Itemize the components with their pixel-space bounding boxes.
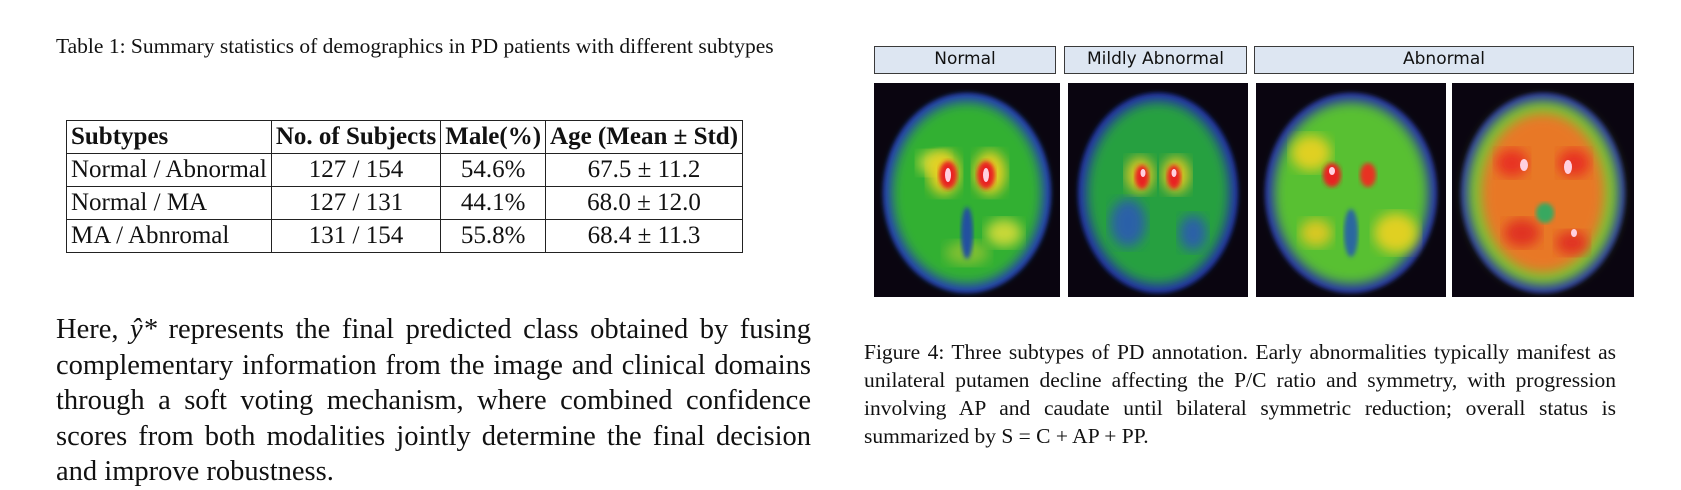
cell-subjects: 131 / 154 xyxy=(270,219,442,253)
body-text: represents the final predicted class obt… xyxy=(56,314,812,487)
table-row: MA / Abnromal 131 / 154 55.8% 68.4 ± 11.… xyxy=(66,219,744,253)
table-row: Normal / Abnormal 127 / 154 54.6% 67.5 ±… xyxy=(66,153,744,187)
brain-scan-mildly-abnormal xyxy=(1068,83,1248,297)
table-caption: Table 1: Summary statistics of demograph… xyxy=(56,34,774,58)
header-age: Age (Mean ± Std) xyxy=(545,120,744,154)
cell-male: 54.6% xyxy=(440,153,547,187)
math-y-hat-star: ŷ* xyxy=(130,314,157,345)
header-male-pct: Male(%) xyxy=(440,120,547,154)
table-header-row: Subtypes No. of Subjects Male(%) Age (Me… xyxy=(66,120,744,154)
header-subtypes: Subtypes xyxy=(66,120,272,154)
body-prefix: Here, xyxy=(56,314,131,345)
cell-age: 68.0 ± 12.0 xyxy=(545,186,744,220)
cell-age: 67.5 ± 11.2 xyxy=(545,153,744,187)
cell-male: 44.1% xyxy=(440,186,547,220)
cell-age: 68.4 ± 11.3 xyxy=(545,219,744,253)
cell-subtype: Normal / MA xyxy=(66,186,272,220)
brain-scan-abnormal-1 xyxy=(1256,83,1446,297)
brain-scan-normal xyxy=(874,83,1060,297)
cell-subjects: 127 / 131 xyxy=(270,186,442,220)
summary-table: Subtypes No. of Subjects Male(%) Age (Me… xyxy=(66,120,744,253)
brain-scan-abnormal-1-graphic xyxy=(1265,93,1437,293)
figure-caption: Figure 4: Three subtypes of PD annotatio… xyxy=(864,340,1616,448)
cell-subjects: 127 / 154 xyxy=(270,153,442,187)
figure-header-normal: Normal xyxy=(874,46,1056,74)
figure-header-mildly-abnormal: Mildly Abnormal xyxy=(1064,46,1247,74)
figure-header-abnormal: Abnormal xyxy=(1254,46,1634,74)
cell-male: 55.8% xyxy=(440,219,547,253)
brain-scan-abnormal-2-graphic xyxy=(1461,93,1625,293)
brain-scan-abnormal-2 xyxy=(1452,83,1634,297)
body-paragraph: Here, ŷ* represents the final predicted … xyxy=(56,312,811,490)
brain-scan-normal-graphic xyxy=(883,93,1051,293)
brain-scan-mildly-abnormal-graphic xyxy=(1078,93,1238,293)
table-row: Normal / MA 127 / 131 44.1% 68.0 ± 12.0 xyxy=(66,186,744,220)
cell-subtype: MA / Abnromal xyxy=(66,219,272,253)
cell-subtype: Normal / Abnormal xyxy=(66,153,272,187)
header-num-subjects: No. of Subjects xyxy=(270,120,442,154)
